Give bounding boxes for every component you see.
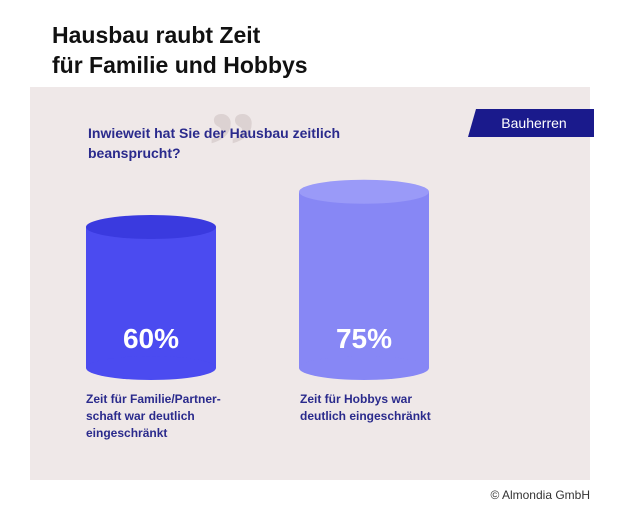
- category-label-hobbies: Zeit für Hobbys war deutlich eingeschränk…: [300, 391, 450, 425]
- question-line-1: Inwieweit hat Sie der Hausbau zeitlich: [88, 125, 341, 141]
- category-label-line: Zeit für Hobbys war: [300, 392, 413, 406]
- bar-body-hobbies: [299, 191, 429, 368]
- title-line-1: Hausbau raubt Zeit: [52, 22, 261, 48]
- copyright: © Almondia GmbH: [490, 488, 590, 502]
- bar-top-hobbies: [299, 179, 429, 204]
- category-label-line: deutlich eingeschränkt: [300, 409, 431, 423]
- badge-shape: [468, 109, 594, 137]
- survey-question: Inwieweit hat Sie der Hausbau zeitlich b…: [88, 123, 408, 163]
- bar-top-family: [86, 215, 216, 239]
- title-line-2: für Familie und Hobbys: [52, 52, 308, 78]
- page-title: Hausbau raubt Zeit für Familie und Hobby…: [52, 20, 308, 80]
- quote-mark-icon: ”: [208, 92, 256, 199]
- category-label-line: Zeit für Familie/Partner-: [86, 392, 221, 406]
- bar-bottom-family: [86, 356, 216, 380]
- value-label-family: 60%: [123, 323, 179, 354]
- question-line-2: beansprucht?: [88, 145, 181, 161]
- value-label-hobbies: 75%: [336, 323, 392, 354]
- bar-body-family: [86, 227, 216, 368]
- category-label-line: eingeschränkt: [86, 426, 168, 440]
- audience-badge: Bauherren: [468, 109, 594, 137]
- badge-label: Bauherren: [501, 115, 567, 131]
- bar-bottom-hobbies: [299, 356, 429, 380]
- category-label-line: schaft war deutlich: [86, 409, 195, 423]
- category-label-family: Zeit für Familie/Partner-schaft war deut…: [86, 391, 236, 442]
